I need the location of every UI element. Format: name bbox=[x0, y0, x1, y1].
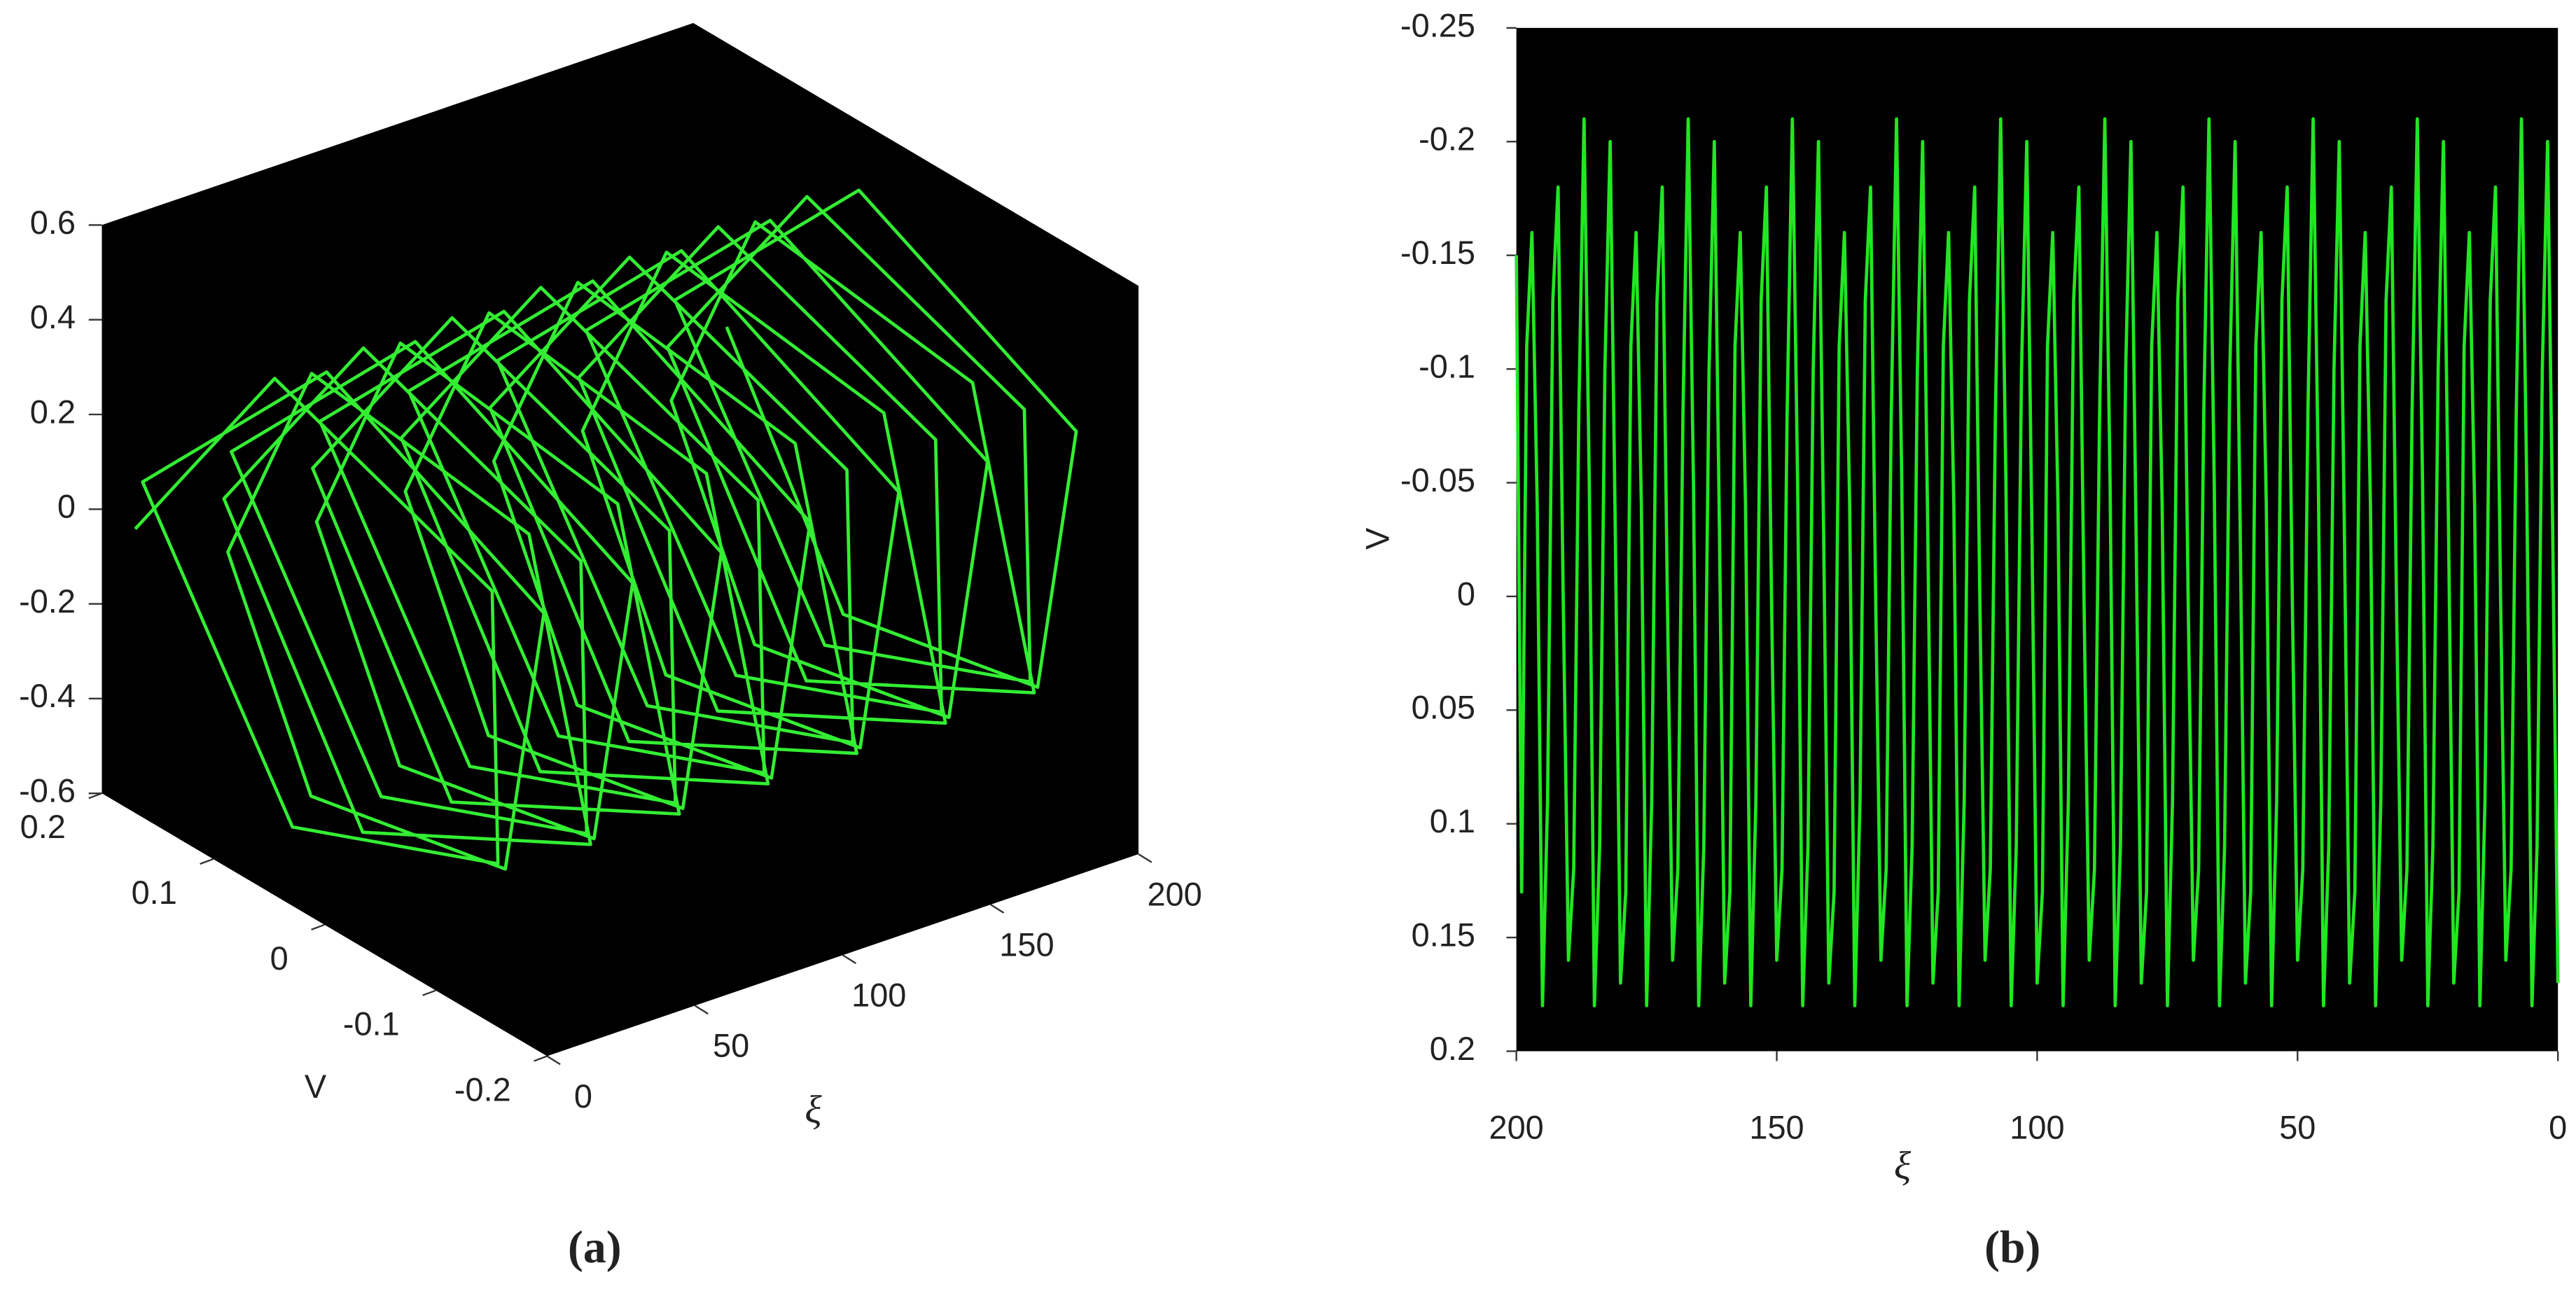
z-tick-label: 0.2 bbox=[30, 393, 76, 430]
x-tick bbox=[694, 1005, 709, 1015]
curve-3d bbox=[134, 188, 1078, 871]
y-tick-label: -0.2 bbox=[454, 1072, 511, 1108]
x-tick-label: 100 bbox=[851, 977, 906, 1014]
x-tick-label: 0 bbox=[2549, 1109, 2567, 1145]
caption: (b) bbox=[1984, 1222, 2040, 1273]
x-axis-label: ξ bbox=[805, 1089, 822, 1132]
x-tick bbox=[546, 1055, 561, 1066]
y-tick-label: -0.1 bbox=[343, 1006, 400, 1042]
z-tick-label: -0.4 bbox=[19, 678, 76, 714]
y-axis-label: V bbox=[1359, 527, 1395, 550]
x-tick-label: 150 bbox=[999, 926, 1054, 963]
x-tick bbox=[990, 904, 1005, 914]
y-tick-label: 0.1 bbox=[1430, 803, 1475, 839]
x-tick-label: 200 bbox=[1489, 1109, 1544, 1145]
x-tick-label: 0 bbox=[574, 1078, 592, 1115]
y-tick-label: 0.2 bbox=[1430, 1031, 1475, 1067]
line bbox=[1515, 117, 2560, 1007]
x-tick bbox=[1138, 853, 1153, 863]
y-tick-label: 0.05 bbox=[1412, 690, 1475, 726]
y-tick-label: -0.1 bbox=[1419, 348, 1475, 384]
y-tick bbox=[534, 1055, 548, 1062]
y-tick-label: -0.15 bbox=[1400, 235, 1475, 271]
y-tick bbox=[88, 793, 102, 800]
x-tick bbox=[842, 954, 857, 964]
x-tick-label: 100 bbox=[2010, 1109, 2064, 1145]
x-tick-label: 50 bbox=[713, 1028, 749, 1064]
x-tick-label: 150 bbox=[1749, 1109, 1804, 1145]
y-tick-label: 0 bbox=[1457, 575, 1475, 612]
y-tick-label: 0 bbox=[270, 940, 288, 977]
y-tick-label: -0.2 bbox=[1419, 121, 1475, 158]
caption: (a) bbox=[568, 1222, 622, 1273]
x-tick-label: 50 bbox=[2279, 1109, 2316, 1145]
y-tick bbox=[311, 923, 325, 930]
z-tick-label: 0.4 bbox=[30, 299, 76, 335]
y-tick bbox=[200, 858, 214, 865]
z-tick-label: -0.6 bbox=[19, 773, 76, 809]
z-tick-label: -0.2 bbox=[19, 583, 76, 620]
x-tick-label: 200 bbox=[1147, 876, 1202, 912]
y-tick-label: -0.25 bbox=[1400, 7, 1475, 43]
x-axis-label: ξ bbox=[1894, 1144, 1912, 1187]
y-tick-label: 0.2 bbox=[20, 809, 66, 845]
y-axis-label: V bbox=[305, 1068, 327, 1105]
y-tick bbox=[422, 989, 436, 996]
z-tick-label: 0 bbox=[57, 489, 76, 525]
y-tick-label: 0.15 bbox=[1412, 916, 1475, 953]
z-tick-label: 0.6 bbox=[30, 204, 76, 241]
y-tick-label: -0.05 bbox=[1400, 462, 1475, 498]
y-tick-label: 0.1 bbox=[132, 874, 177, 911]
